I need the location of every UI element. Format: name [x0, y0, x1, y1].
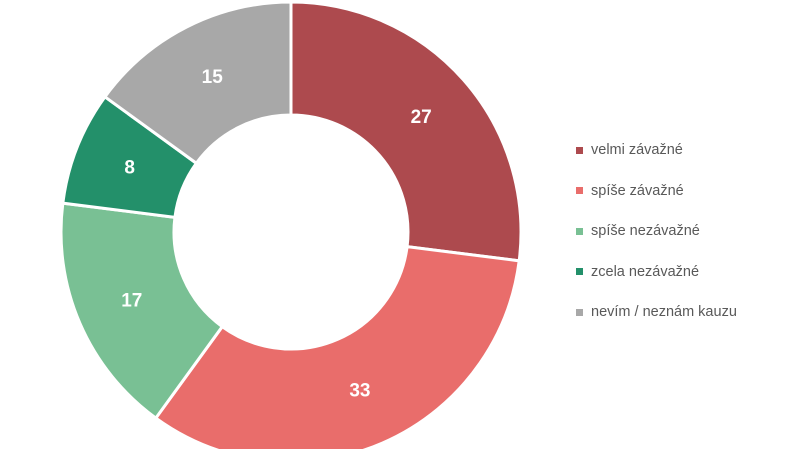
legend-swatch — [576, 308, 583, 316]
slice-nevim-neznam-kauzu — [102, 0, 293, 166]
legend-label: spíše závažné — [591, 182, 684, 199]
donut-slices — [59, 0, 523, 449]
slice-velmi-zavazne — [289, 0, 523, 263]
data-label-spise-zavazne: 33 — [349, 381, 370, 402]
legend-label: nevím / neznám kauzu — [591, 304, 737, 320]
legend-item-velmi-zavazne: velmi závažné — [576, 140, 737, 160]
legend-swatch — [576, 268, 583, 275]
data-label-velmi-zavazne: 27 — [411, 107, 432, 128]
legend-swatch — [576, 187, 583, 194]
legend-label: velmi závažné — [591, 142, 683, 158]
legend-item-spise-zavazne: spíše závažné — [576, 181, 737, 201]
legend-label: spíše nezávažné — [591, 223, 700, 239]
legend: velmi závažné spíše závažné spíše nezáva… — [576, 140, 737, 322]
data-labels: 27 33 17 8 15 — [121, 67, 432, 402]
data-label-zcela-nezavazne: 8 — [124, 158, 135, 179]
data-label-spise-nezavazne: 17 — [121, 290, 142, 311]
legend-item-nevim: nevím / neznám kauzu — [576, 302, 737, 322]
legend-label: zcela nezávažné — [591, 263, 700, 280]
slice-spise-zavazne — [153, 244, 521, 449]
legend-swatch — [576, 146, 583, 154]
data-label-nevim-neznam-kauzu: 15 — [202, 67, 224, 88]
slice-spise-nezavazne — [59, 201, 225, 421]
legend-item-zcela-nezavazne: zcela nezávažné — [576, 262, 737, 282]
legend-item-spise-nezavazne: spíše nezávažné — [576, 221, 737, 241]
legend-swatch — [576, 227, 583, 235]
